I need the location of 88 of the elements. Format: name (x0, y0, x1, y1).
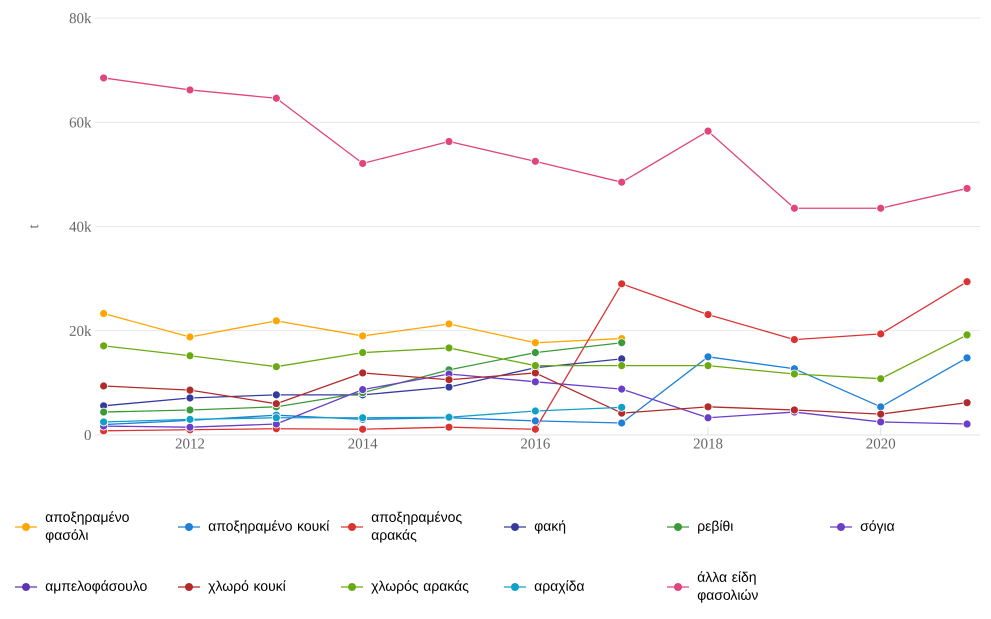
y-tick-label: 40k (69, 221, 92, 232)
point (962, 353, 972, 362)
point (358, 424, 368, 434)
point (530, 348, 540, 358)
point (444, 320, 454, 328)
point (530, 406, 540, 416)
point (530, 368, 540, 378)
x-tick-label: 2020 (866, 438, 896, 449)
point (617, 402, 626, 412)
point (444, 422, 454, 432)
point (358, 332, 368, 340)
y-tick-label: 20k (70, 325, 92, 336)
point (876, 374, 886, 384)
point (790, 204, 799, 213)
point (186, 351, 194, 360)
legend-label: αποξηραμένο φασόλι (46, 511, 129, 543)
point (617, 178, 626, 187)
point (99, 341, 108, 350)
legend-label: αποξηραμένος αρακάς (372, 511, 462, 543)
point (272, 94, 281, 103)
x-tick-label: 2014 (348, 438, 378, 449)
point (617, 338, 626, 348)
legend-label: ρεβίθι (698, 520, 733, 534)
point (704, 361, 712, 370)
point (876, 410, 886, 419)
point (186, 86, 194, 94)
point (186, 332, 194, 342)
point (186, 386, 194, 395)
point (358, 385, 368, 394)
point (876, 418, 886, 426)
point (790, 370, 799, 378)
point (99, 418, 108, 426)
point (876, 329, 886, 338)
point (962, 277, 972, 286)
point (272, 316, 281, 326)
point (99, 408, 108, 416)
point (358, 159, 368, 168)
legend-label: σόγια (860, 520, 894, 534)
point (962, 420, 972, 428)
point (617, 361, 626, 370)
point (617, 384, 626, 394)
point (186, 394, 194, 402)
point (186, 406, 194, 414)
point (99, 74, 108, 82)
legend-label: φακή (534, 520, 566, 534)
point (99, 382, 108, 390)
point (186, 422, 194, 432)
y-axis-title: t (30, 224, 38, 228)
point (444, 344, 454, 352)
legend-label: αποξηραμένο κουκί (208, 520, 330, 534)
point (444, 137, 454, 146)
point (530, 377, 540, 386)
point (530, 416, 540, 426)
point (272, 399, 281, 408)
point (962, 398, 972, 408)
legend-label: χλωρός αρακάς (371, 580, 468, 594)
point (790, 335, 799, 344)
point (272, 390, 281, 400)
y-tick-label: 80k (70, 12, 92, 24)
legend-label: αμπελοφάσουλο (46, 580, 147, 594)
legend-label: άλλα είδη φασολιών (698, 571, 758, 603)
point (358, 348, 368, 358)
point (704, 126, 712, 136)
point (272, 413, 281, 422)
point (704, 413, 712, 422)
point (962, 184, 972, 193)
point (704, 310, 712, 319)
point (962, 330, 972, 340)
x-tick-label: 2012 (176, 438, 204, 449)
point (530, 156, 540, 166)
point (99, 309, 108, 318)
point (704, 352, 712, 362)
legend-label: αραχίδα (534, 580, 584, 594)
point (444, 375, 454, 384)
y-tick-label: 60k (70, 116, 92, 128)
point (272, 362, 281, 372)
legend-label: χλωρό κουκί (208, 580, 286, 594)
y-tick-label: 0 (84, 430, 91, 440)
x-tick-label: 2016 (521, 438, 550, 449)
x-tick-label: 2018 (694, 438, 722, 449)
point (617, 418, 626, 428)
point (876, 204, 886, 213)
point (704, 402, 712, 412)
point (530, 424, 540, 434)
point (530, 338, 540, 348)
point (617, 279, 626, 288)
point (444, 382, 454, 392)
point (358, 368, 368, 378)
